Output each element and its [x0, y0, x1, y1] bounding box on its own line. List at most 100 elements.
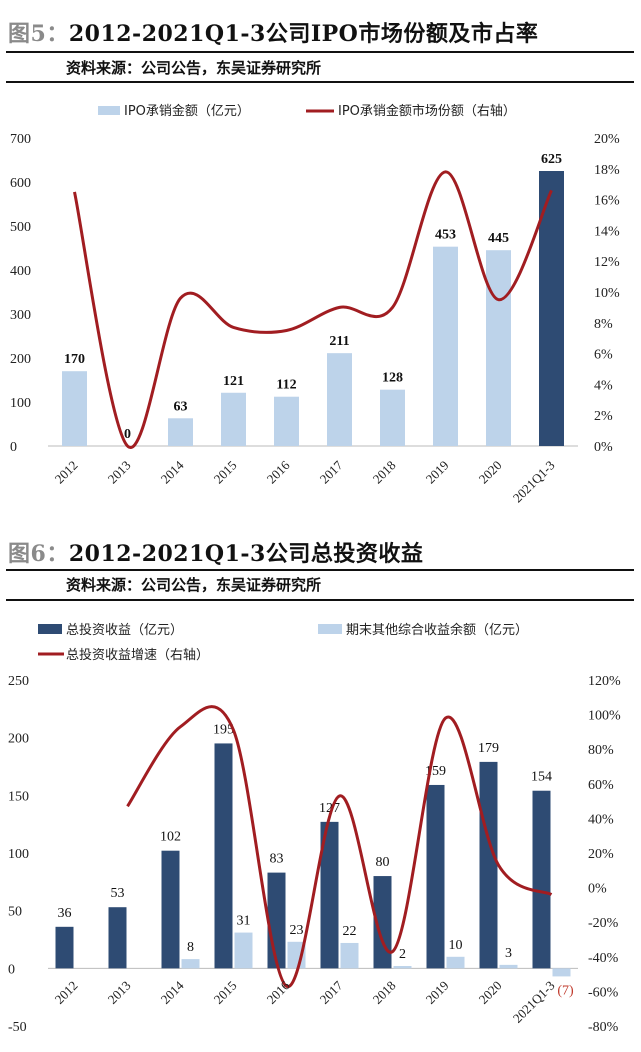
bar-value-label: 22 — [343, 924, 357, 939]
left-tick-label: 700 — [10, 132, 31, 147]
x-tick-label: 2014 — [158, 977, 187, 1006]
left-tick-label: 500 — [10, 220, 31, 235]
figure-5-title-text: 2012-2021Q1-3公司IPO市场份额及市占率 — [68, 21, 539, 47]
left-tick-label: 0 — [8, 962, 15, 977]
left-tick-label: 100 — [8, 847, 29, 862]
bar-total-investment-income — [214, 743, 233, 969]
bar-value-label: (7) — [557, 983, 574, 998]
bar-value-label: 0 — [124, 427, 131, 442]
bar-ipo-amount — [486, 250, 511, 446]
right-tick-label: 0% — [594, 440, 613, 455]
legend-swatch-total-investment-income — [38, 624, 62, 634]
bar-ipo-amount — [168, 418, 193, 446]
bar-oci-balance — [181, 959, 200, 969]
bar-ipo-amount — [539, 171, 564, 446]
bar-value-label: 80 — [376, 855, 390, 870]
figure-5-chart: IPO承销金额（亿元） IPO承销金额市场份额（右轴） 0 100 200 300 400 5… — [10, 103, 620, 505]
figure-6-number: 6： — [30, 541, 69, 567]
bar-value-label: 10 — [449, 938, 463, 953]
left-tick-label: 600 — [10, 176, 31, 191]
left-tick-label: 100 — [10, 396, 31, 411]
bar-value-label: 625 — [541, 152, 562, 167]
figure-5-title-rule — [6, 51, 634, 53]
x-tick-label: 2012 — [52, 978, 81, 1007]
bar-value-label: 23 — [290, 923, 304, 938]
right-tick-label: -20% — [588, 916, 619, 931]
bar-total-investment-income — [55, 926, 74, 969]
bar-value-label: 170 — [64, 352, 85, 367]
x-tick-label: 2018 — [370, 978, 399, 1007]
right-tick-label: 6% — [594, 348, 613, 363]
bar-oci-balance — [552, 968, 571, 977]
right-tick-label: 120% — [588, 674, 621, 689]
figure-6-prefix: 图 — [8, 541, 31, 567]
bar-total-investment-income — [479, 761, 498, 969]
bar-total-investment-income — [161, 850, 180, 969]
x-tick-label: 2016 — [264, 977, 293, 1006]
bar-value-label: 36 — [58, 906, 72, 921]
legend-label-oci-balance: 期末其他综合收益余额（亿元） — [346, 622, 528, 638]
x-tick-label: 2019 — [423, 978, 452, 1007]
x-tick-label: 2020 — [476, 978, 505, 1007]
left-tick-label: 200 — [10, 352, 31, 367]
right-tick-label: 20% — [594, 132, 620, 147]
right-tick-label: 4% — [594, 378, 613, 393]
bar-ipo-amount — [62, 371, 87, 446]
bar-value-label: 154 — [531, 770, 552, 785]
bar-oci-balance — [340, 942, 359, 969]
bar-ipo-amount — [327, 353, 352, 446]
bar-ipo-amount — [380, 389, 405, 446]
x-tick-label: 2021Q1-3 — [510, 978, 558, 1026]
left-tick-label: 400 — [10, 264, 31, 279]
left-tick-label: 300 — [10, 308, 31, 323]
bar-total-investment-income — [108, 907, 127, 969]
right-tick-label: -40% — [588, 951, 619, 966]
bar-value-label: 31 — [237, 914, 251, 929]
right-tick-label: 2% — [594, 409, 613, 424]
bar-value-label: 128 — [382, 371, 403, 386]
legend-swatch-oci-balance — [318, 624, 342, 634]
bar-value-label: 112 — [276, 378, 296, 393]
line-income-growth — [126, 705, 553, 988]
figure-5-prefix: 图 — [8, 21, 31, 47]
x-tick-label: 2020 — [476, 458, 505, 487]
bar-value-label: 121 — [223, 374, 244, 389]
x-tick-label: 2016 — [264, 457, 293, 486]
right-tick-label: 10% — [594, 286, 620, 301]
figure-6-title-rule — [6, 569, 634, 571]
left-tick-label: 200 — [8, 732, 29, 747]
bar-value-label: 102 — [160, 830, 181, 845]
right-tick-label: 60% — [588, 778, 614, 793]
figure-5-number: 5： — [30, 21, 69, 47]
figure-6-chart: 总投资收益（亿元） 期末其他综合收益余额（亿元） 总投资收益增速（右轴） -50 0 50… — [8, 622, 621, 1035]
bar-value-label: 8 — [187, 940, 194, 955]
figure-6-source-rule — [6, 599, 634, 601]
x-tick-label: 2019 — [423, 458, 452, 487]
bar-oci-balance — [393, 966, 412, 969]
bar-total-investment-income — [320, 821, 339, 969]
right-tick-label: 14% — [594, 224, 620, 239]
bar-value-label: 83 — [270, 852, 284, 867]
bar-total-investment-income — [267, 872, 286, 969]
left-tick-label: 150 — [8, 789, 29, 804]
x-tick-label: 2015 — [211, 458, 240, 487]
x-tick-label: 2017 — [317, 977, 346, 1006]
bar-oci-balance — [234, 932, 253, 969]
right-tick-label: 16% — [594, 194, 620, 209]
right-tick-label: 8% — [594, 317, 613, 332]
legend-label-income-growth: 总投资收益增速（右轴） — [66, 647, 209, 663]
x-tick-label: 2013 — [105, 978, 134, 1007]
legend-label-market-share: IPO承销金额市场份额（右轴） — [338, 103, 516, 119]
bar-oci-balance — [499, 964, 518, 969]
x-tick-label: 2013 — [105, 458, 134, 487]
bar-value-label: 445 — [488, 231, 509, 246]
figure-5-source-rule — [6, 81, 634, 83]
line-market-share — [73, 170, 553, 449]
right-tick-label: 18% — [594, 163, 620, 178]
bar-value-label: 3 — [505, 946, 512, 961]
right-tick-label: -60% — [588, 985, 619, 1000]
legend-swatch-ipo-amount — [98, 106, 120, 115]
figure-6-source: 资料来源：公司公告，东吴证券研究所 — [66, 576, 322, 594]
legend-label-total-investment-income: 总投资收益（亿元） — [66, 622, 183, 638]
right-tick-label: 0% — [588, 882, 607, 897]
